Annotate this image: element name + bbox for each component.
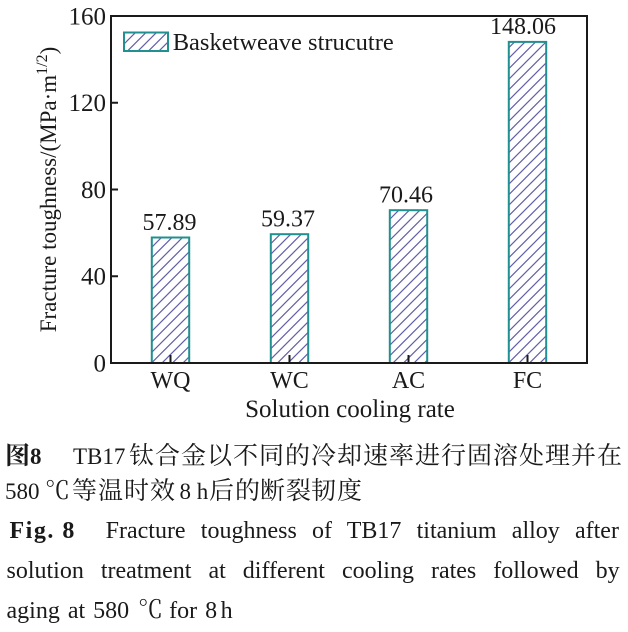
svg-text:AC: AC <box>392 368 425 394</box>
svg-text:WQ: WQ <box>151 368 191 394</box>
svg-text:59.37: 59.37 <box>261 207 315 233</box>
svg-text:148.06: 148.06 <box>490 14 556 40</box>
svg-text:57.89: 57.89 <box>143 210 197 236</box>
svg-text:160: 160 <box>69 3 107 30</box>
svg-text:70.46: 70.46 <box>379 183 433 209</box>
svg-text:WC: WC <box>270 368 309 394</box>
svg-text:Basketweave strucutre: Basketweave strucutre <box>173 29 394 56</box>
svg-text:Solution cooling rate: Solution cooling rate <box>245 396 455 423</box>
svg-text:120: 120 <box>69 90 107 117</box>
svg-text:Fracture toughness/(MPa·m1/2): Fracture toughness/(MPa·m1/2) <box>34 47 61 333</box>
svg-text:40: 40 <box>81 264 106 291</box>
svg-text:80: 80 <box>81 177 106 204</box>
svg-text:0: 0 <box>94 350 107 377</box>
svg-text:FC: FC <box>513 368 542 394</box>
